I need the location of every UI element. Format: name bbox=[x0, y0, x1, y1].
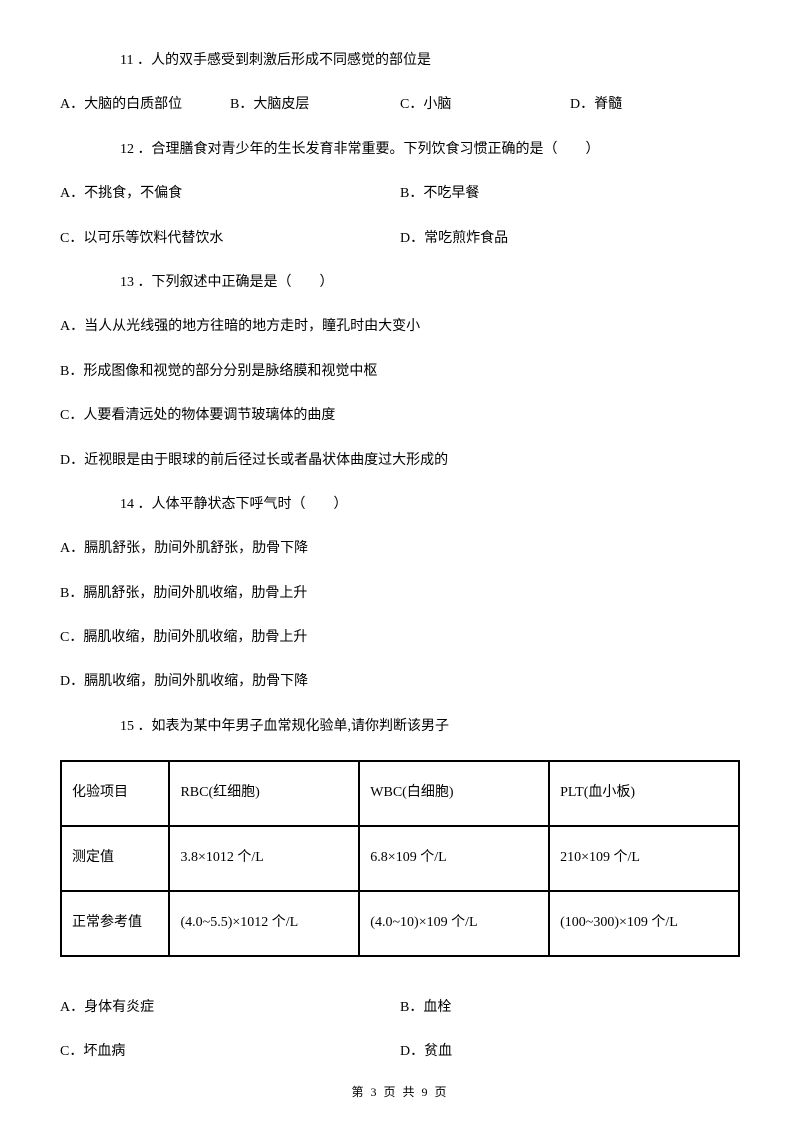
q11-options: A．大脑的白质部位 B．大脑皮层 C．小脑 D．脊髓 bbox=[60, 94, 740, 116]
q15-options-row2: C．坏血病 D．贫血 bbox=[60, 1041, 740, 1063]
q13-option-c: C．人要看清远处的物体要调节玻璃体的曲度 bbox=[60, 405, 740, 427]
cell-rbc-header: RBC(红细胞) bbox=[169, 761, 359, 826]
q14-option-d: D．膈肌收缩，肋间外肌收缩，肋骨下降 bbox=[60, 671, 740, 693]
cell-reference-label: 正常参考值 bbox=[61, 891, 169, 956]
cell-plt-value: 210×109 个/L bbox=[549, 826, 739, 891]
q11-option-d: D．脊髓 bbox=[570, 94, 740, 116]
question-15: 15 ．如表为某中年男子血常规化验单,请你判断该男子 bbox=[60, 716, 740, 738]
q11-option-c: C．小脑 bbox=[400, 94, 570, 116]
q12-options-row1: A．不挑食，不偏食 B．不吃早餐 bbox=[60, 183, 740, 205]
cell-wbc-value: 6.8×109 个/L bbox=[359, 826, 549, 891]
cell-wbc-ref: (4.0~10)×109 个/L bbox=[359, 891, 549, 956]
cell-plt-header: PLT(血小板) bbox=[549, 761, 739, 826]
q11-option-a: A．大脑的白质部位 bbox=[60, 94, 230, 116]
cell-wbc-header: WBC(白细胞) bbox=[359, 761, 549, 826]
cell-measured-label: 测定值 bbox=[61, 826, 169, 891]
cell-header-item: 化验项目 bbox=[61, 761, 169, 826]
cell-rbc-value: 3.8×1012 个/L bbox=[169, 826, 359, 891]
question-14: 14 ．人体平静状态下呼气时（ ） bbox=[60, 494, 740, 516]
q14-option-b: B．膈肌舒张，肋间外肌收缩，肋骨上升 bbox=[60, 583, 740, 605]
table-row: 测定值 3.8×1012 个/L 6.8×109 个/L 210×109 个/L bbox=[61, 826, 739, 891]
q15-option-c: C．坏血病 bbox=[60, 1041, 400, 1063]
q15-option-d: D．贫血 bbox=[400, 1041, 740, 1063]
q13-option-b: B．形成图像和视觉的部分分别是脉络膜和视觉中枢 bbox=[60, 361, 740, 383]
page-footer: 第 3 页 共 9 页 bbox=[0, 1083, 800, 1102]
q15-option-a: A．身体有炎症 bbox=[60, 997, 400, 1019]
q12-option-a: A．不挑食，不偏食 bbox=[60, 183, 400, 205]
question-11: 11 ．人的双手感受到刺激后形成不同感觉的部位是 bbox=[60, 50, 740, 72]
q15-option-b: B．血栓 bbox=[400, 997, 740, 1019]
question-13: 13 ．下列叙述中正确是是（ ） bbox=[60, 272, 740, 294]
blood-test-table: 化验项目 RBC(红细胞) WBC(白细胞) PLT(血小板) 测定值 3.8×… bbox=[60, 760, 740, 956]
table-row: 正常参考值 (4.0~5.5)×1012 个/L (4.0~10)×109 个/… bbox=[61, 891, 739, 956]
q15-options-row1: A．身体有炎症 B．血栓 bbox=[60, 997, 740, 1019]
q14-option-c: C．膈肌收缩，肋间外肌收缩，肋骨上升 bbox=[60, 627, 740, 649]
q14-option-a: A．膈肌舒张，肋间外肌舒张，肋骨下降 bbox=[60, 538, 740, 560]
q12-option-b: B．不吃早餐 bbox=[400, 183, 740, 205]
q13-option-d: D．近视眼是由于眼球的前后径过长或者晶状体曲度过大形成的 bbox=[60, 450, 740, 472]
table-row: 化验项目 RBC(红细胞) WBC(白细胞) PLT(血小板) bbox=[61, 761, 739, 826]
cell-rbc-ref: (4.0~5.5)×1012 个/L bbox=[169, 891, 359, 956]
q12-options-row2: C．以可乐等饮料代替饮水 D．常吃煎炸食品 bbox=[60, 228, 740, 250]
question-12: 12 ．合理膳食对青少年的生长发育非常重要。下列饮食习惯正确的是（ ） bbox=[60, 139, 740, 161]
q12-option-c: C．以可乐等饮料代替饮水 bbox=[60, 228, 400, 250]
q12-option-d: D．常吃煎炸食品 bbox=[400, 228, 740, 250]
q13-option-a: A．当人从光线强的地方往暗的地方走时，瞳孔时由大变小 bbox=[60, 316, 740, 338]
q11-option-b: B．大脑皮层 bbox=[230, 94, 400, 116]
cell-plt-ref: (100~300)×109 个/L bbox=[549, 891, 739, 956]
